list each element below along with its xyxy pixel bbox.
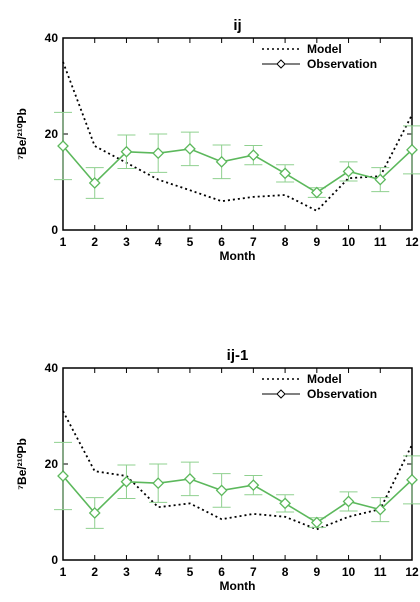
x-tick-label: 11 — [374, 235, 387, 249]
legend-item-model: Model — [262, 42, 342, 56]
observation-marker — [406, 473, 418, 486]
x-tick-label: 8 — [282, 235, 289, 249]
x-tick-label: 10 — [342, 235, 356, 249]
x-tick-label: 8 — [282, 565, 289, 579]
observation-marker — [152, 147, 165, 160]
model-line — [62, 61, 413, 212]
model-line — [62, 410, 413, 531]
legend-item-model: Model — [262, 372, 342, 386]
x-tick-label: 4 — [155, 565, 162, 579]
chart-panels: ij1 2 3 4 5 6 7 8 9 10 11 1202040Month⁷Be/²¹⁰PbMode… — [15, 17, 420, 593]
x-axis-label: Month — [220, 579, 256, 593]
x-tick-label: 10 — [342, 565, 356, 579]
y-tick-label: 0 — [51, 223, 58, 237]
observation-marker — [215, 155, 228, 168]
legend-label: Model — [307, 42, 342, 56]
x-tick-label: 4 — [155, 235, 162, 249]
chart-panel-1: ij1 2 3 4 5 6 7 8 9 10 11 1202040Month⁷Be/²¹⁰PbMode… — [15, 17, 420, 263]
x-tick-label: 2 — [91, 565, 98, 579]
y-tick-label: 40 — [45, 31, 59, 45]
x-tick-label: 1 — [60, 565, 67, 579]
observation-marker — [120, 475, 133, 488]
observation-marker — [88, 177, 101, 189]
observation-marker — [120, 145, 133, 158]
observation-marker — [310, 516, 323, 529]
observation-marker — [183, 142, 196, 155]
chart-title: ij-1 — [227, 347, 249, 364]
observation-marker — [406, 143, 418, 156]
x-tick-label: 1 — [60, 235, 67, 249]
y-axis-label: ⁷Be/²¹⁰Pb — [15, 108, 29, 160]
x-tick-label: 11 — [374, 565, 387, 579]
y-tick-label: 20 — [45, 457, 59, 471]
x-tick-label: 3 — [123, 565, 130, 579]
observation-marker — [279, 167, 292, 180]
x-tick-label: 9 — [313, 235, 320, 249]
observation-marker — [215, 484, 228, 497]
x-tick-label: 12 — [405, 235, 419, 249]
observation-marker — [88, 507, 101, 519]
x-tick-label: 7 — [250, 565, 257, 579]
legend-item-observation: Observation — [262, 57, 377, 71]
legend-label: Observation — [307, 387, 377, 401]
observation-marker — [279, 497, 292, 510]
legend-label: Observation — [307, 57, 377, 71]
x-tick-label: 2 — [91, 235, 98, 249]
x-tick-label: 7 — [250, 235, 257, 249]
observation-line — [62, 145, 413, 194]
observation-marker — [342, 165, 355, 178]
series-observation — [54, 441, 420, 529]
y-tick-label: 40 — [45, 361, 59, 375]
chart-panel-2: ij-11 2 3 4 5 6 7 8 9 10 11 1202040Month⁷Be/²¹⁰PbMo… — [15, 347, 420, 593]
legend-label: Model — [307, 372, 342, 386]
x-tick-label: 12 — [405, 565, 419, 579]
series-model — [62, 410, 413, 531]
legend-marker-icon — [276, 389, 286, 399]
observation-marker — [57, 140, 69, 152]
x-tick-label: 9 — [313, 565, 320, 579]
x-tick-label: 5 — [187, 565, 194, 579]
x-tick-label: 6 — [218, 565, 225, 579]
x-axis-label: Month — [220, 249, 256, 263]
observation-marker — [374, 173, 387, 186]
x-tick-label: 6 — [218, 235, 225, 249]
observation-marker — [342, 495, 355, 508]
observation-marker — [152, 477, 165, 490]
legend-marker-icon — [276, 59, 286, 69]
observation-line — [62, 475, 413, 524]
observation-marker — [310, 186, 323, 199]
x-tick-label: 5 — [187, 235, 194, 249]
observation-marker — [57, 470, 69, 482]
observation-marker — [183, 472, 196, 485]
y-tick-label: 0 — [51, 553, 58, 567]
observation-marker — [374, 503, 387, 516]
series-observation — [54, 111, 420, 199]
series-model — [62, 61, 413, 212]
chart-title: ij — [233, 17, 241, 34]
y-tick-label: 20 — [45, 127, 59, 141]
x-tick-label: 3 — [123, 235, 130, 249]
observation-marker — [247, 149, 260, 162]
legend-item-observation: Observation — [262, 387, 377, 401]
observation-marker — [247, 479, 260, 492]
y-axis-label: ⁷Be/²¹⁰Pb — [15, 438, 29, 490]
